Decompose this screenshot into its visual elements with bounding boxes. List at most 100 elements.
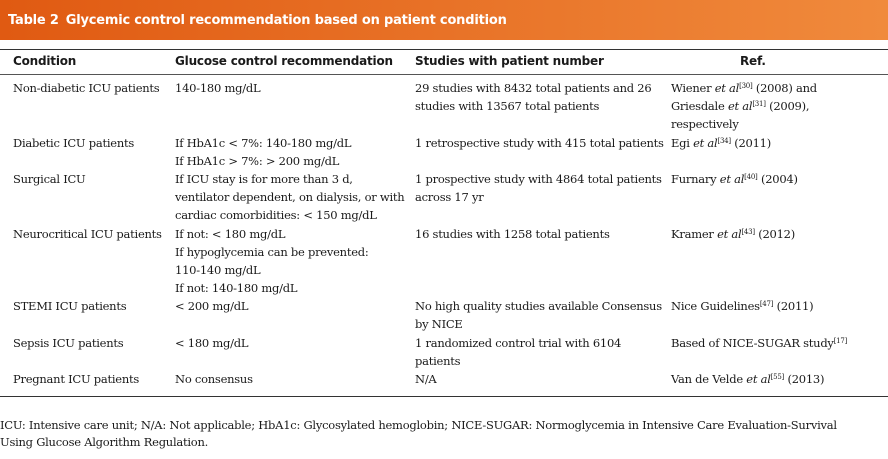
ref-et-al: et al	[693, 136, 718, 150]
recommendation-cell: If HbA1c < 7%: 140-180 mg/dL If HbA1c > 7…	[175, 134, 410, 170]
ref-citation: [40]	[744, 173, 758, 181]
ref-citation: [47]	[759, 300, 774, 308]
studies-cell-line: patients	[415, 354, 461, 368]
ref-line: Kramer et al[43] (2012)	[671, 225, 883, 243]
ref-line: Griesdale et al[31] (2009),	[671, 97, 883, 115]
studies-cell-line: 1 randomized control trial with 6104	[415, 336, 622, 350]
recommendation-cell-line: If ICU stay is for more than 3 d,	[175, 172, 353, 186]
ref-et-al: et al	[746, 372, 771, 386]
recommendation-cell: 140-180 mg/dL	[175, 79, 410, 97]
ref-cell: Based of NICE-SUGAR study[17]	[671, 334, 883, 352]
ref-text: Egi	[671, 136, 694, 150]
ref-text: Furnary	[671, 172, 720, 186]
ref-line: Furnary et al[40] (2004)	[671, 170, 883, 188]
condition-cell: Diabetic ICU patients	[13, 134, 173, 152]
studies-cell: 16 studies with 1258 total patients	[415, 225, 667, 243]
table-title-bar: Table 2 Glycemic control recommendation …	[0, 0, 888, 40]
studies-cell: 1 retrospective study with 415 total pat…	[415, 134, 667, 152]
ref-cell: Egi et al[34] (2011)	[671, 134, 883, 152]
ref-year: (2013)	[784, 372, 825, 386]
studies-cell-line: studies with 13567 total patients	[415, 99, 600, 113]
recommendation-cell-line: No consensus	[175, 372, 253, 386]
ref-line: Wiener et al[30] (2008) and	[671, 79, 883, 97]
recommendation-cell: < 180 mg/dL	[175, 334, 410, 352]
condition-cell: Non-diabetic ICU patients	[13, 79, 173, 97]
studies-cell: N/A	[415, 370, 667, 388]
header-rule	[0, 74, 888, 75]
ref-text: Griesdale	[671, 99, 728, 113]
ref-text: respectively	[671, 117, 739, 131]
ref-text: Kramer	[671, 227, 718, 241]
condition-cell-line: STEMI ICU patients	[13, 299, 127, 313]
recommendation-cell: No consensus	[175, 370, 410, 388]
bottom-rule	[0, 396, 888, 397]
studies-cell: 1 randomized control trial with 6104 pati…	[415, 334, 667, 370]
ref-year: (2008) and	[752, 81, 817, 95]
recommendation-cell: If not: < 180 mg/dL If hypoglycemia can b…	[175, 225, 410, 297]
ref-et-al: et al	[719, 172, 745, 186]
recommendation-cell-line: 110-140 mg/dL	[175, 263, 261, 277]
studies-cell: No high quality studies available Consen…	[415, 297, 667, 333]
ref-line: respectively	[671, 115, 883, 133]
header-studies: Studies with patient number	[415, 54, 604, 68]
ref-et-al: et al	[714, 81, 740, 95]
condition-cell-line: Surgical ICU	[13, 172, 86, 186]
condition-cell-line: Diabetic ICU patients	[13, 136, 135, 150]
recommendation-cell-line: If HbA1c < 7%: 140-180 mg/dL	[175, 136, 352, 150]
studies-cell-line: across 17 yr	[415, 190, 484, 204]
ref-line: Van de Velde et al[55] (2013)	[671, 370, 883, 388]
studies-cell-line: N/A	[415, 372, 437, 386]
studies-cell-line: by NICE	[415, 317, 463, 331]
condition-cell: STEMI ICU patients	[13, 297, 173, 315]
header-recommendation: Glucose control recommendation	[175, 54, 393, 68]
table-label: Table 2	[8, 12, 59, 28]
studies-cell-line: 29 studies with 8432 total patients and …	[415, 81, 652, 95]
condition-cell-line: Pregnant ICU patients	[13, 372, 140, 386]
studies-cell: 1 prospective study with 4864 total pati…	[415, 170, 667, 206]
recommendation-cell-line: ventilator dependent, on dialysis, or wi…	[175, 190, 405, 204]
ref-year: (2012)	[754, 227, 795, 241]
ref-cell: Van de Velde et al[55] (2013)	[671, 370, 883, 388]
condition-cell-line: Neurocritical ICU patients	[13, 227, 162, 241]
ref-text: Based of NICE-SUGAR study	[671, 336, 834, 350]
ref-text: Van de Velde	[671, 372, 747, 386]
condition-cell: Surgical ICU	[13, 170, 173, 188]
recommendation-cell-line: 140-180 mg/dL	[175, 81, 261, 95]
recommendation-cell-line: If HbA1c > 7%: > 200 mg/dL	[175, 154, 340, 168]
studies-cell-line: 16 studies with 1258 total patients	[415, 227, 610, 241]
table-header-row: Condition Glucose control recommendation…	[0, 54, 888, 72]
studies-cell-line: 1 prospective study with 4864 total pati…	[415, 172, 662, 186]
header-condition: Condition	[13, 54, 77, 68]
condition-cell: Sepsis ICU patients	[13, 334, 173, 352]
recommendation-cell-line: If not: < 180 mg/dL	[175, 227, 286, 241]
recommendation-cell: If ICU stay is for more than 3 d, ventila…	[175, 170, 410, 224]
header-ref: Ref.	[740, 54, 766, 68]
studies-cell-line: 1 retrospective study with 415 total pat…	[415, 136, 664, 150]
ref-year: (2011)	[730, 136, 771, 150]
ref-cell: Nice Guidelines[47] (2011)	[671, 297, 883, 315]
condition-cell-line: Sepsis ICU patients	[13, 336, 124, 350]
recommendation-cell-line: If hypoglycemia can be prevented:	[175, 245, 369, 259]
ref-year: (2009),	[765, 99, 810, 113]
ref-line: Nice Guidelines[47] (2011)	[671, 297, 883, 315]
ref-citation: [17]	[833, 337, 848, 345]
ref-cell: Wiener et al[30] (2008) and Griesdale et …	[671, 79, 883, 133]
ref-text: Nice Guidelines	[671, 299, 760, 313]
table-title: Glycemic control recommendation based on…	[65, 12, 507, 28]
ref-year: (2004)	[757, 172, 798, 186]
ref-text: Wiener	[671, 81, 715, 95]
ref-citation: [31]	[752, 100, 766, 108]
recommendation-cell-line: cardiac comorbidities: < 150 mg/dL	[175, 208, 377, 222]
recommendation-cell-line: < 180 mg/dL	[175, 336, 249, 350]
footnote-line: ICU: Intensive care unit; N/A: Not appli…	[0, 418, 837, 432]
ref-cell: Furnary et al[40] (2004)	[671, 170, 883, 188]
ref-line: Based of NICE-SUGAR study[17]	[671, 334, 883, 352]
ref-cell: Kramer et al[43] (2012)	[671, 225, 883, 243]
recommendation-cell-line: < 200 mg/dL	[175, 299, 249, 313]
studies-cell-line: No high quality studies available Consen…	[415, 299, 662, 313]
ref-citation: [55]	[770, 373, 785, 381]
studies-cell: 29 studies with 8432 total patients and …	[415, 79, 667, 115]
table-footnote: ICU: Intensive care unit; N/A: Not appli…	[0, 417, 886, 451]
condition-cell-line: Non-diabetic ICU patients	[13, 81, 160, 95]
condition-cell: Neurocritical ICU patients	[13, 225, 173, 243]
